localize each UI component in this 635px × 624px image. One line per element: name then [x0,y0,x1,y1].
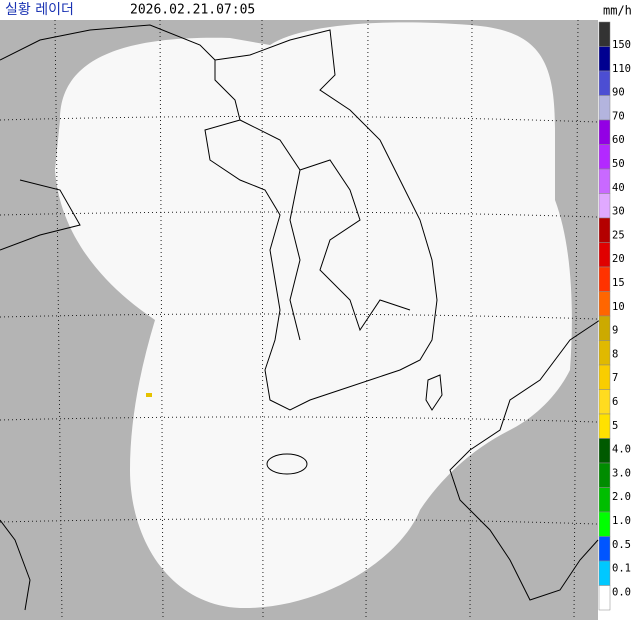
legend-swatch [598,217,611,243]
legend-label: 3.0 [612,467,631,479]
legend-swatch [598,193,611,219]
legend-swatch [598,266,611,292]
echo [146,393,152,397]
legend-label: 40 [612,182,625,194]
legend-label: 110 [612,63,631,75]
legend-label: 30 [612,206,625,218]
peninsula-coast [204,29,438,411]
legend-swatch [598,315,611,341]
legend-label: 0.1 [612,563,631,575]
legend-label: 150 [612,39,631,51]
legend-label: 25 [612,229,625,241]
legend-label: 2.0 [612,491,631,503]
legend-swatch [598,95,611,121]
jeju-island [266,453,308,475]
header-bar [0,0,635,20]
legend-swatch [598,144,611,170]
legend-swatch [598,413,611,439]
legend-label: 15 [612,277,625,289]
legend-swatch [598,70,611,96]
legend-swatch [598,536,611,562]
legend-swatch [598,119,611,145]
legend-label: 9 [612,325,618,337]
legend-label: 7 [612,372,618,384]
legend-swatch [598,168,611,194]
legend-label: 5 [612,420,618,432]
province-borders [239,119,411,341]
legend-swatch [598,242,611,268]
legend-label: 4.0 [612,444,631,456]
radar-coverage [55,22,572,609]
legend-swatch [598,511,611,537]
legend-swatch [598,340,611,366]
legend-swatch [598,291,611,317]
legend-swatch [598,438,611,464]
legend-label: 70 [612,110,625,122]
unit: mm/h [603,4,632,18]
legend-swatch [598,389,611,415]
legend-swatch [598,462,611,488]
legend-swatch [598,585,611,611]
timestamp: 2026.02.21.07:05 [130,3,255,18]
legend-label: 0.5 [612,539,631,551]
legend-label: 1.0 [612,515,631,527]
legend-swatch [598,560,611,586]
neighbor-coasts [0,24,601,611]
legend-label: 10 [612,301,625,313]
legend-swatch [598,21,611,47]
legend-label: 60 [612,134,625,146]
legend-swatch [598,46,611,72]
legend-swatch [598,487,611,513]
legend-label: 50 [612,158,625,170]
legend-swatch [598,364,611,390]
legend: 150 110 90 70 60 50 40 30 25 20 15 10 9 8 7 6 5 4.0 3.0 2.0… [598,21,631,611]
map [0,19,601,621]
legend-label: 0.0 [612,586,631,598]
legend-label: 20 [612,253,625,265]
legend-label: 90 [612,87,625,99]
legend-label: 8 [612,348,618,360]
title: 실황 레이더 [5,2,74,18]
islands [425,374,443,411]
legend-label: 6 [612,396,618,408]
